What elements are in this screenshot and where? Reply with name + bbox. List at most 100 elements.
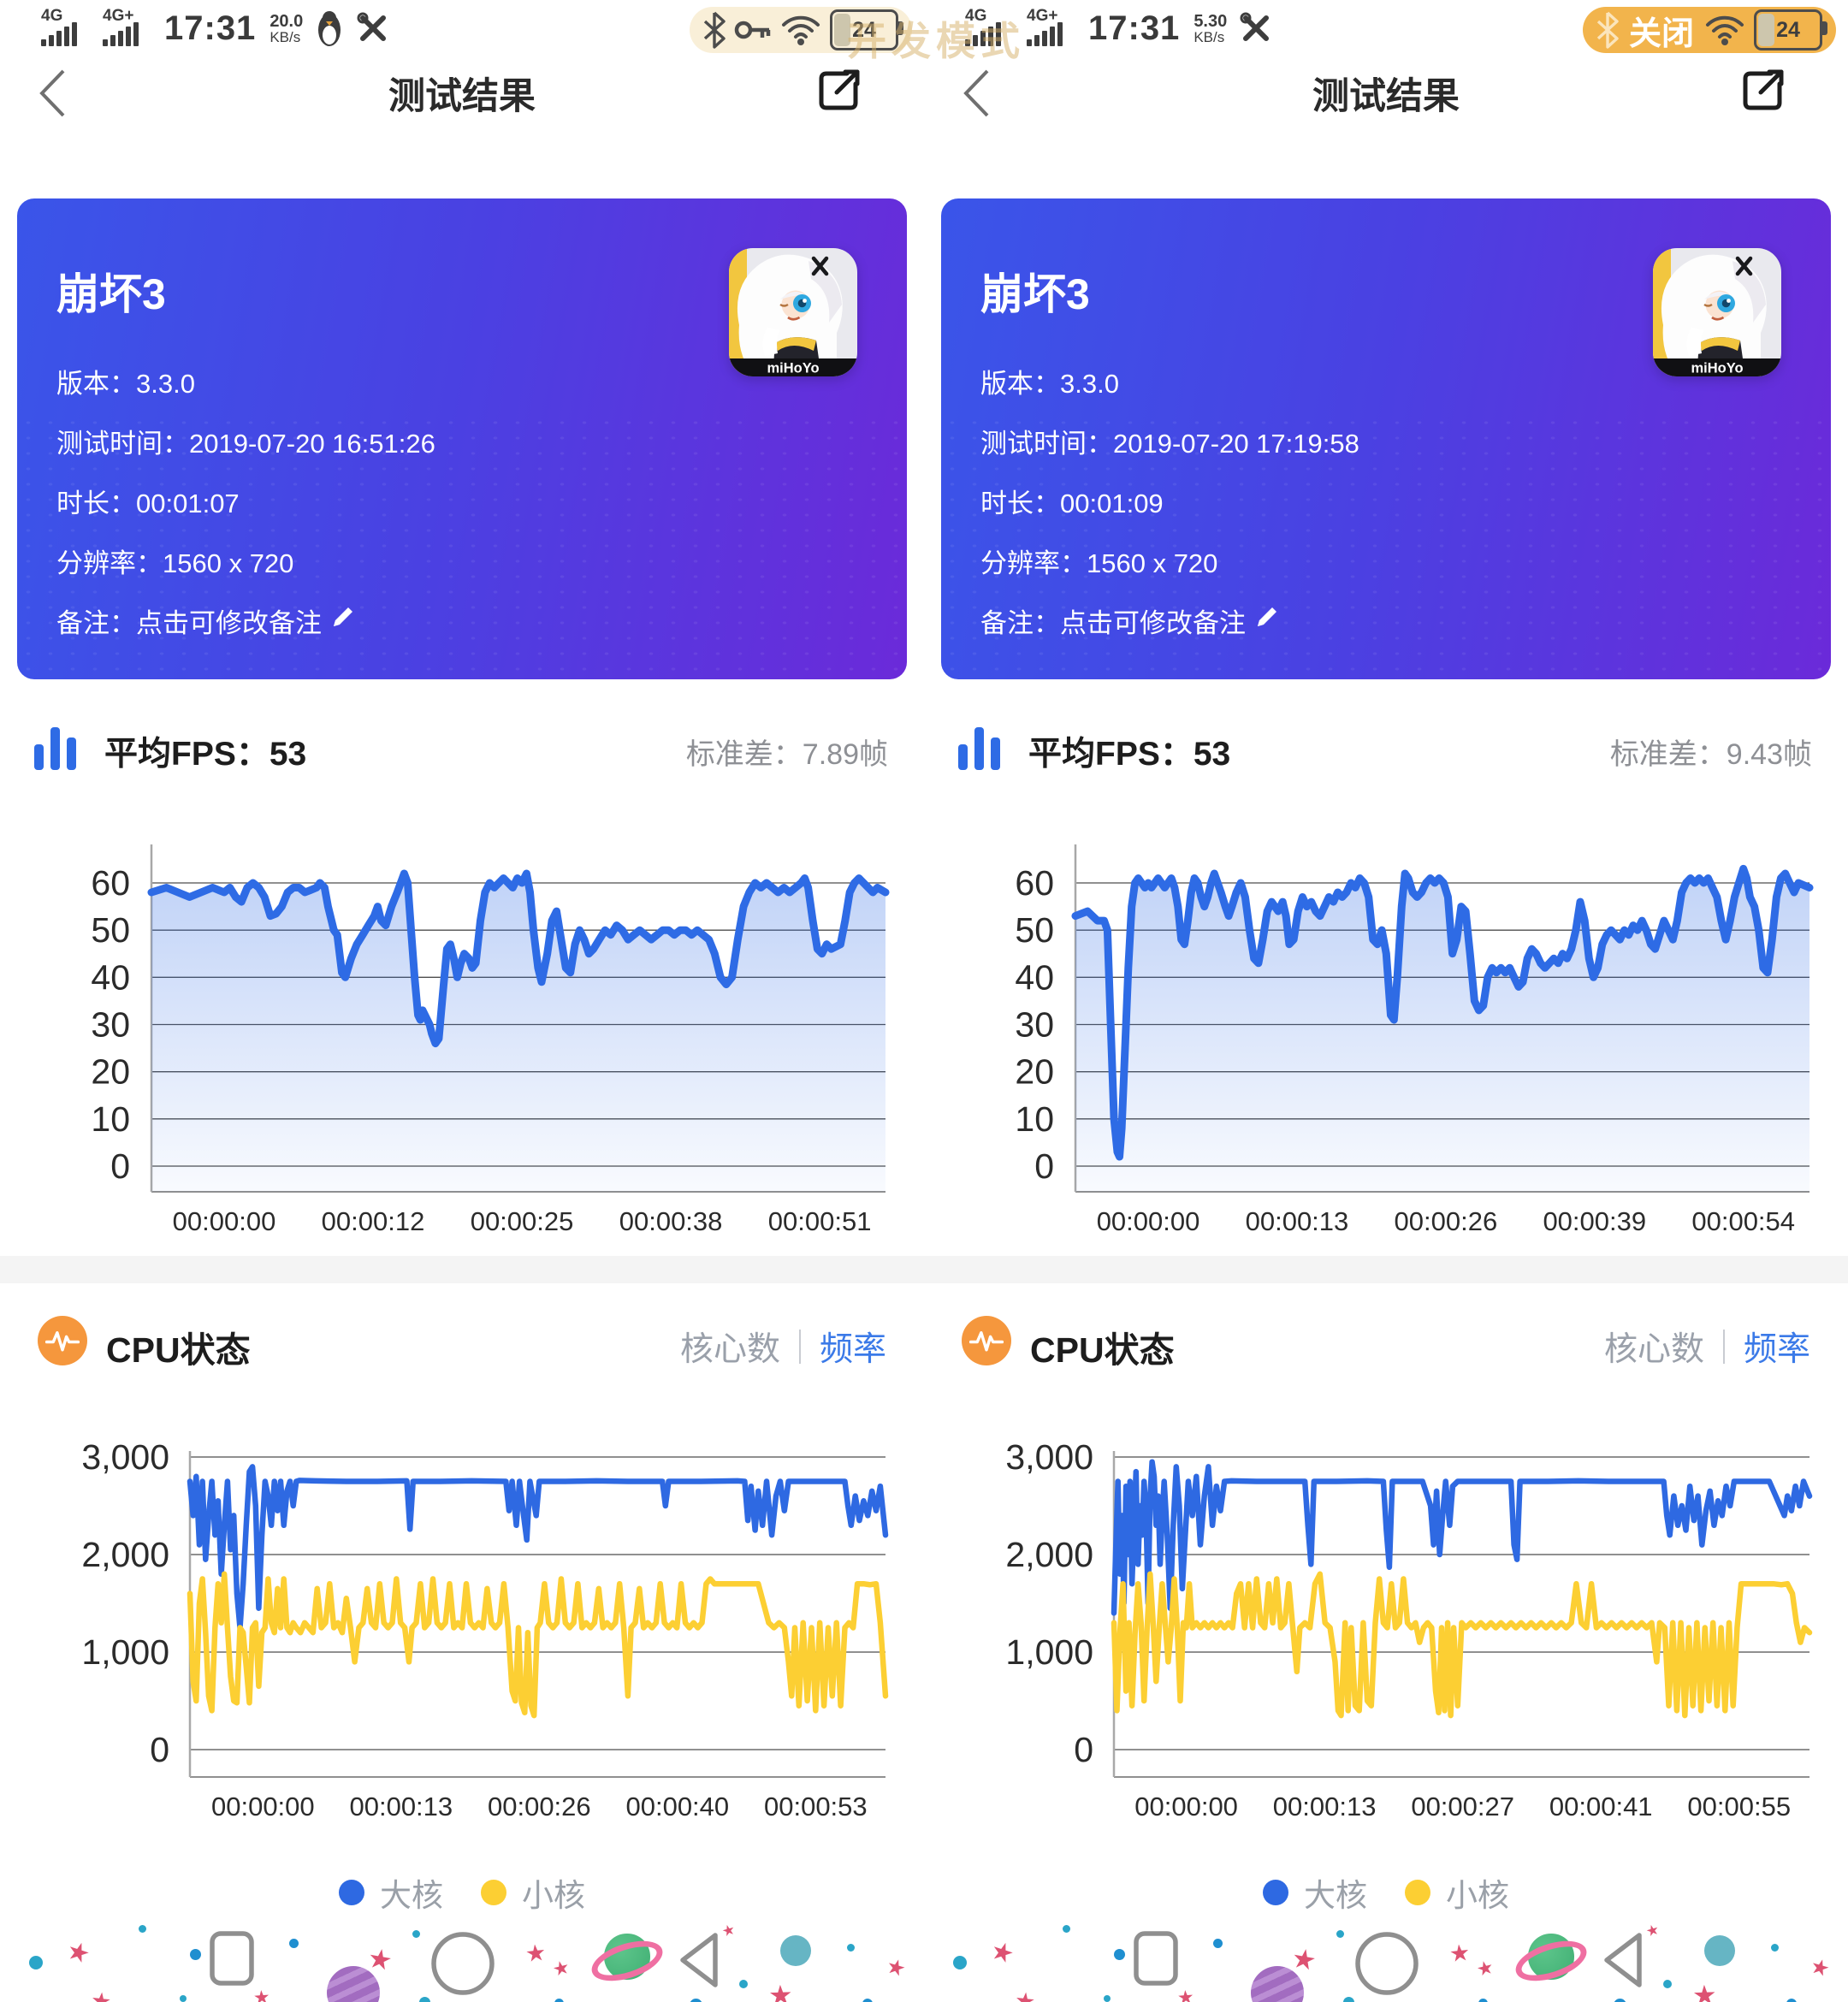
recents-button[interactable] (209, 1930, 255, 1991)
svg-text:1,000: 1,000 (1005, 1632, 1093, 1672)
star-decoration: ★ (1807, 1953, 1833, 1982)
fps-chart-icon (33, 724, 80, 778)
svg-text:50: 50 (91, 910, 130, 950)
std-dev-value: 标准差：7.89帧 (685, 738, 888, 771)
dot-decoration (1786, 1999, 1797, 2002)
pencil-icon (1254, 604, 1280, 637)
tab-core-count[interactable]: 核心数 (1603, 1331, 1704, 1368)
dot-decoration (1104, 1995, 1111, 2002)
star-decoration: ★ (986, 1935, 1018, 1970)
share-button[interactable] (814, 65, 864, 115)
close-overlay-label[interactable]: 关闭 (1628, 15, 1694, 52)
page-title: 测试结果 (1312, 76, 1460, 117)
share-button[interactable] (1738, 65, 1788, 115)
star-decoration: ★ (767, 1979, 794, 2002)
tab-divider (798, 1330, 801, 1364)
star-decoration: ★ (62, 1935, 94, 1970)
cpu-legend: 大核 小核 (0, 1865, 924, 1920)
star-decoration: ★ (883, 1953, 909, 1982)
small-core-dot (481, 1880, 506, 1905)
svg-text:00:00:13: 00:00:13 (1246, 1206, 1349, 1236)
avg-fps-value: 平均FPS：53 (104, 736, 307, 773)
signal-4gplus-icon: 4G+ (1027, 7, 1076, 48)
status-time: 17:31 (1088, 9, 1181, 47)
fps-chart-icon (957, 724, 1004, 778)
back-button[interactable] (36, 67, 70, 120)
app-bar: 测试结果 (0, 55, 924, 130)
std-dev-value: 标准差：9.43帧 (1609, 738, 1812, 771)
resolution-row: 分辨率：1560 x 720 (980, 548, 1218, 578)
version-row: 版本：3.3.0 (980, 368, 1119, 399)
network-speed: 5.30 KB/s (1194, 11, 1228, 45)
recents-button[interactable] (1133, 1930, 1179, 1991)
overlay-close-pill[interactable]: 关闭 24 (1582, 7, 1836, 53)
svg-text:10: 10 (1015, 1099, 1054, 1139)
tab-frequency[interactable]: 频率 (819, 1331, 886, 1368)
svg-text:miHoYo: miHoYo (767, 361, 819, 376)
legend-small-core: 小核 (481, 1869, 585, 1916)
duration-row: 时长：00:01:09 (980, 488, 1164, 518)
svg-text:00:00:26: 00:00:26 (1395, 1206, 1498, 1236)
dot-decoration (1213, 1939, 1223, 1948)
signal-4gplus-icon: 4G+ (103, 7, 152, 48)
tab-frequency[interactable]: 频率 (1743, 1331, 1810, 1368)
avg-fps-value: 平均FPS：53 (1028, 736, 1231, 773)
star-decoration: ★ (252, 1986, 271, 2002)
back-button[interactable] (960, 67, 994, 120)
test-info-card[interactable]: 崩坏3 版本：3.3.0 测试时间：2019-07-20 16:51:26 时长… (17, 198, 907, 679)
tab-core-count[interactable]: 核心数 (679, 1331, 780, 1368)
test-time-row: 测试时间：2019-07-20 16:51:26 (56, 428, 435, 459)
cpu-section-title: CPU状态 (1030, 1330, 1175, 1370)
phone-screenshot-right: 4G 4G+ 17:31 5.30 KB/s 关闭 24 (924, 0, 1848, 2002)
legend-big-core: 大核 (1263, 1869, 1367, 1916)
network-speed: 20.0 KB/s (270, 11, 304, 45)
dot-decoration (180, 1995, 187, 2002)
tab-divider (1722, 1330, 1725, 1364)
star-decoration: ★ (1691, 1979, 1718, 2002)
legend-small-core: 小核 (1405, 1869, 1509, 1916)
status-time: 17:31 (164, 9, 257, 47)
app-name: 崩坏3 (980, 270, 1090, 318)
back-nav-button[interactable] (1598, 1930, 1646, 1994)
bluetooth-icon (1596, 11, 1619, 49)
star-decoration: ★ (550, 1955, 572, 1981)
home-button[interactable] (429, 1930, 496, 2001)
game-app-icon: miHoYo (729, 248, 857, 376)
battery-icon: 24 (1754, 9, 1827, 50)
dot-decoration (190, 1949, 201, 1960)
section-divider (0, 1256, 924, 1283)
svg-text:00:00:53: 00:00:53 (764, 1792, 868, 1821)
status-bar: 4G 4G+ 17:31 20.0 KB/s (0, 5, 924, 55)
back-nav-button[interactable] (674, 1930, 722, 1994)
dot-decoration (739, 1980, 748, 1988)
android-nav-bar: ★ ★ ★ ★ ★ ★ ★ ★ ★ (0, 1920, 924, 2002)
svg-text:0: 0 (110, 1146, 130, 1186)
note-edit-row[interactable]: 备注：点击可修改备注 (980, 590, 1280, 650)
svg-text:00:00:13: 00:00:13 (1273, 1792, 1377, 1821)
fps-summary-row: 平均FPS：53 标准差：7.89帧 (0, 717, 924, 785)
svg-text:20: 20 (91, 1052, 130, 1092)
home-button[interactable] (1353, 1930, 1420, 2001)
test-info-card[interactable]: 崩坏3 版本：3.3.0 测试时间：2019-07-20 17:19:58 时长… (941, 198, 1831, 679)
svg-text:50: 50 (1015, 910, 1054, 950)
svg-text:00:00:55: 00:00:55 (1687, 1792, 1791, 1821)
dot-decoration (953, 1956, 967, 1969)
svg-text:40: 40 (1015, 957, 1054, 997)
section-divider (924, 1256, 1848, 1283)
cpu-legend: 大核 小核 (924, 1865, 1848, 1920)
saturn-decoration (586, 1925, 668, 1999)
version-row: 版本：3.3.0 (56, 368, 195, 399)
svg-text:00:00:00: 00:00:00 (1134, 1792, 1238, 1821)
svg-text:00:00:00: 00:00:00 (173, 1206, 276, 1236)
fps-line-chart: 0 10 20 30 40 50 60 00:00:00 00:00:13 00:00:26 00:… (1015, 844, 1814, 1236)
note-edit-row[interactable]: 备注：点击可修改备注 (56, 590, 356, 650)
moon-decoration (1704, 1935, 1735, 1966)
pencil-icon (330, 604, 356, 637)
dot-decoration (847, 1944, 855, 1952)
dot-decoration (419, 1997, 430, 2002)
cpu-frequency-chart: 0 1,000 2,000 3,000 00:00:00 00:00:13 00:00:27… (1005, 1437, 1813, 1821)
svg-text:60: 60 (91, 863, 130, 903)
cpu-frequency-chart: 0 1,000 2,000 3,000 00:00:00 00:00:13 00:00:26… (81, 1437, 889, 1821)
dev-mode-watermark: 开发模式 (847, 19, 1025, 63)
svg-text:20: 20 (1015, 1052, 1054, 1092)
